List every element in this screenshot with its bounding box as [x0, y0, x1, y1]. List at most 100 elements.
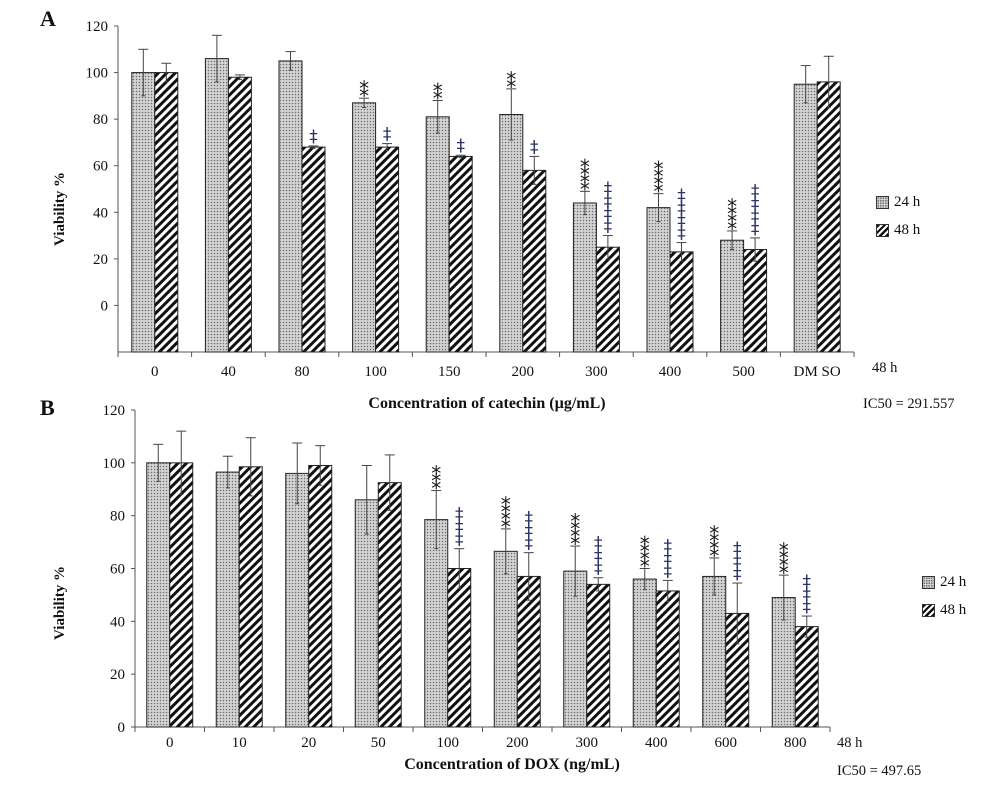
significance-symbol: ‡ [525, 521, 534, 541]
significance-symbol: ‡ [677, 211, 686, 231]
hatched-swatch-icon [876, 223, 889, 237]
significance-symbol: ‡ [677, 199, 686, 219]
bar-48h [586, 583, 611, 728]
significance-marker: **** [640, 532, 650, 579]
bar-48h [375, 146, 400, 353]
bar-24h [278, 60, 303, 353]
significance-symbol: * [431, 477, 441, 501]
y-tick-label: 20 [93, 252, 108, 268]
significance-symbol: * [570, 517, 580, 541]
time-note: 48 h [837, 735, 863, 751]
x-tick-label: 0 [166, 735, 174, 751]
significance-marker: ‡‡‡‡ [751, 181, 760, 239]
bar-24h [720, 239, 745, 353]
y-axis-label: Viability % [52, 565, 68, 640]
y-tick-label: 100 [86, 66, 109, 82]
bar-48h [154, 72, 179, 353]
significance-marker: ‡‡‡ [733, 539, 742, 584]
significance-symbol: ‡ [664, 549, 673, 569]
significance-symbol: * [580, 177, 590, 201]
significance-symbol: * [779, 561, 789, 585]
significance-symbol: ‡ [733, 539, 742, 559]
y-tick-label: 80 [110, 509, 125, 525]
significance-symbol: ‡ [604, 192, 613, 212]
significance-symbol: * [727, 217, 737, 241]
significance-symbol: ‡ [383, 125, 392, 145]
legend-label: 48 h [894, 221, 921, 238]
significance-symbol: ‡ [751, 194, 760, 214]
significance-symbol: ‡ [677, 224, 686, 244]
significance-symbol: * [570, 510, 580, 534]
x-tick-label: 300 [585, 364, 608, 380]
bar-48h [308, 464, 333, 728]
significance-symbol: * [709, 521, 719, 545]
significance-symbol: * [779, 554, 789, 578]
bar-48h [169, 462, 194, 728]
significance-symbol: * [433, 79, 443, 103]
ic50-note: IC50 = 291.557 [863, 396, 955, 412]
bar-24h [425, 116, 450, 353]
dotted-swatch-icon [876, 195, 889, 209]
bar-24h [131, 72, 156, 353]
bar-48h [448, 155, 473, 353]
chart-panel-b: 0 20 40 60 80 100 120 0 10 20 50 * * * ‡ ‡ ‡ 100 * * * * ‡ ‡ ‡ 20… [0, 393, 1000, 786]
significance-symbol: ‡ [530, 137, 539, 157]
hatched-swatch-icon [922, 603, 935, 617]
significance-symbol: * [501, 500, 511, 524]
significance-symbol: ‡ [309, 127, 318, 147]
x-tick-label: 100 [437, 735, 460, 751]
significance-symbol: * [580, 170, 590, 194]
significance-symbol: ‡ [594, 546, 603, 566]
significance-symbol: ‡ [456, 136, 465, 156]
x-axis-label: Concentration of DOX (ng/mL) [404, 756, 620, 773]
significance-symbol: ‡ [594, 559, 603, 579]
significance-symbol: ‡ [604, 217, 613, 237]
y-tick-label: 60 [93, 159, 108, 175]
legend-item-48h: 48 h [922, 599, 966, 621]
significance-symbol: * [779, 546, 789, 570]
significance-marker: ‡‡‡‡ [677, 186, 686, 244]
significance-symbol: * [640, 547, 650, 571]
significance-symbol: ‡ [664, 561, 673, 581]
x-tick-label: 300 [576, 735, 599, 751]
legend-label: 48 h [940, 601, 967, 618]
bar-24h [204, 58, 229, 353]
bar-48h [669, 251, 694, 353]
significance-symbol: * [709, 536, 719, 560]
significance-symbol: * [501, 515, 511, 539]
significance-marker: ‡‡‡ [455, 505, 464, 550]
legend: 24 h 48 h [922, 571, 966, 627]
x-tick-label: 200 [506, 735, 529, 751]
significance-symbol: * [654, 157, 664, 181]
significance-symbol: * [359, 84, 369, 108]
significance-marker: ‡ [530, 137, 539, 157]
significance-symbol: * [779, 539, 789, 563]
significance-symbol: * [640, 532, 650, 556]
bar-24h [352, 102, 377, 353]
dotted-swatch-icon [922, 575, 935, 589]
significance-symbol: * [654, 172, 664, 196]
bar-24h [572, 202, 597, 353]
x-tick-label: 800 [784, 735, 807, 751]
significance-marker: ‡‡‡ [803, 572, 812, 617]
y-tick-label: 0 [101, 298, 109, 314]
significance-marker: ‡‡‡‡ [604, 179, 613, 237]
significance-symbol: * [709, 529, 719, 553]
x-tick-label: 20 [301, 735, 316, 751]
significance-marker: ‡ [456, 136, 465, 156]
significance-symbol: ‡ [751, 206, 760, 226]
significance-symbol: ‡ [525, 509, 534, 529]
bar-24h [499, 113, 524, 353]
significance-symbol: ‡ [604, 179, 613, 199]
significance-symbol: * [727, 202, 737, 226]
significance-marker: **** [654, 157, 664, 204]
bar-48h [227, 76, 252, 353]
significance-symbol: * [501, 507, 511, 531]
significance-marker: ‡ [383, 125, 392, 145]
x-tick-label: 0 [151, 364, 159, 380]
bar-48h [377, 482, 402, 728]
x-tick-label: 500 [732, 364, 755, 380]
significance-symbol: * [727, 209, 737, 233]
significance-symbol: ‡ [525, 534, 534, 554]
